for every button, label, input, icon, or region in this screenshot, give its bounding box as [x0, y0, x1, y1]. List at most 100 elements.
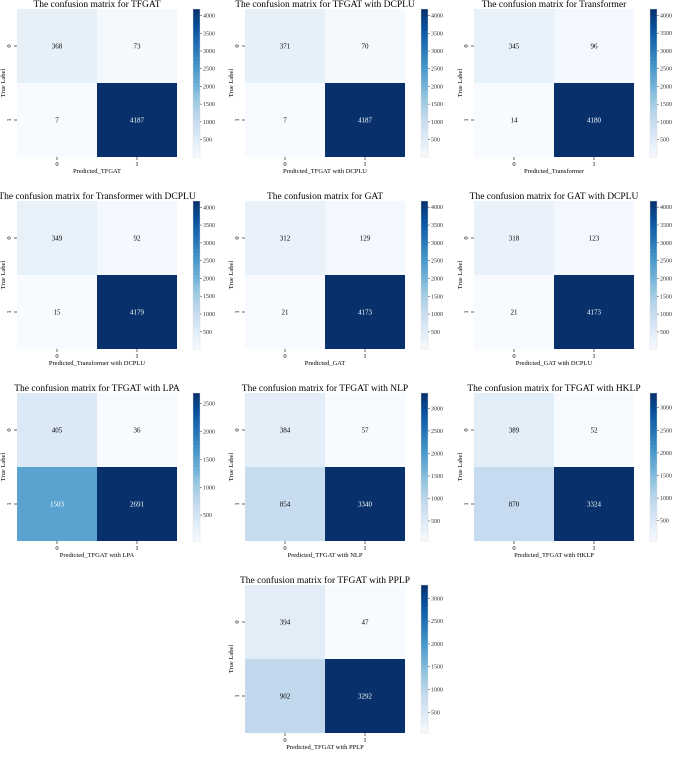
colorbar-segment — [421, 633, 428, 638]
colorbar-segment — [650, 42, 657, 47]
colorbar-segment — [193, 116, 200, 121]
colorbar-segment — [193, 23, 200, 28]
y-tick-label: 0 — [234, 44, 241, 47]
colorbar-segment — [193, 208, 200, 213]
colorbar-segment — [421, 655, 428, 660]
colorbar-segment — [650, 252, 657, 257]
colorbar-segment — [421, 226, 428, 231]
x-tick-label: 1 — [135, 353, 138, 360]
colorbar-tick-label: 3000 — [431, 406, 443, 412]
colorbar-segment — [421, 467, 428, 471]
y-axis-label: True Label — [0, 261, 7, 290]
y-tick-label: 1 — [463, 502, 470, 505]
colorbar-tick-label: 2500 — [431, 259, 443, 265]
heatmap-cell — [97, 467, 177, 541]
x-tick-label: 1 — [363, 737, 366, 744]
y-axis-label: True Label — [457, 453, 464, 482]
colorbar-tick-label: 2000 — [660, 451, 672, 457]
colorbar-tick-label: 1000 — [203, 312, 215, 318]
colorbar-segment — [650, 404, 657, 409]
cell-value-label: 36 — [134, 427, 142, 435]
colorbar-segment — [421, 692, 428, 697]
colorbar-segment — [193, 90, 200, 95]
colorbar-tick-label: 3000 — [203, 49, 215, 55]
cell-value-label: 7 — [283, 117, 287, 125]
cell-value-label: 52 — [591, 427, 599, 435]
confusion-matrix-panel-gat-dcplu: The confusion matrix for GAT with DCPLU 3… — [457, 191, 685, 382]
colorbar-segment — [421, 489, 428, 494]
colorbar-segment — [421, 511, 428, 516]
heatmap-cell — [245, 201, 325, 275]
cell-value-label: 2691 — [130, 501, 145, 509]
colorbar-tick-label: 4000 — [203, 205, 215, 211]
colorbar-segment — [421, 463, 428, 468]
colorbar-tick-label: 3000 — [431, 596, 443, 602]
colorbar-frame — [420, 200, 429, 350]
colorbar-segment — [650, 153, 657, 158]
colorbar-segment — [650, 260, 657, 265]
colorbar-segment — [193, 234, 200, 239]
colorbar-frame — [420, 392, 429, 542]
colorbar-segment — [193, 230, 200, 235]
cell-value-label: 384 — [280, 427, 291, 435]
colorbar-segment — [650, 511, 657, 516]
y-axis-label: True Label — [228, 453, 235, 482]
y-tick-label: 0 — [234, 428, 241, 431]
colorbar-segment — [193, 120, 200, 124]
colorbar-segment — [421, 478, 428, 483]
colorbar-tick-label: 500 — [431, 710, 440, 716]
colorbar-segment — [650, 330, 657, 335]
chart-title: The confusion matrix for Transformer — [482, 0, 627, 10]
colorbar-segment — [421, 481, 428, 486]
colorbar-tick-label: 3000 — [431, 241, 443, 247]
colorbar-segment — [650, 474, 657, 479]
colorbar-segment — [421, 223, 428, 228]
colorbar-segment — [421, 640, 428, 645]
colorbar-tick-label: 3000 — [203, 241, 215, 247]
confusion-matrix-svg: The confusion matrix for Transformer 345 9… — [457, 0, 672, 175]
colorbar-segment — [421, 9, 428, 13]
colorbar-segment — [421, 718, 428, 723]
colorbar-tick-label: 3500 — [660, 223, 672, 229]
colorbar-segment — [421, 315, 428, 320]
cell-value-label: 902 — [280, 693, 291, 701]
colorbar-segment — [650, 326, 657, 331]
colorbar-segment — [650, 204, 657, 209]
colorbar-segment — [650, 448, 657, 453]
colorbar-tick-label: 2000 — [431, 84, 443, 90]
colorbar-tick-label: 500 — [660, 138, 669, 144]
colorbar-segment — [421, 337, 428, 342]
y-tick-label: 1 — [234, 694, 241, 697]
colorbar-segment — [421, 607, 428, 612]
colorbar-segment — [193, 511, 200, 516]
colorbar-segment — [650, 345, 657, 350]
colorbar-segment — [650, 46, 657, 50]
colorbar-segment — [650, 319, 657, 324]
colorbar-segment — [193, 219, 200, 224]
colorbar-segment — [421, 263, 428, 268]
colorbar-segment — [421, 138, 428, 143]
colorbar-segment — [650, 507, 657, 512]
colorbar-tick-label: 3500 — [431, 31, 443, 37]
colorbar-segment — [193, 64, 200, 69]
colorbar-segment — [193, 319, 200, 324]
colorbar-segment — [193, 238, 200, 242]
colorbar-segment — [421, 396, 428, 401]
colorbar-segment — [421, 75, 428, 80]
colorbar-segment — [421, 149, 428, 154]
colorbar-segment — [193, 418, 200, 423]
colorbar-segment — [421, 651, 428, 656]
chart-title: The confusion matrix for Transformer wit… — [0, 191, 196, 202]
colorbar-segment — [421, 57, 428, 62]
colorbar-segment — [193, 312, 200, 316]
colorbar-segment — [421, 201, 428, 205]
colorbar-segment — [650, 537, 657, 542]
colorbar-segment — [193, 504, 200, 508]
colorbar-segment — [193, 323, 200, 328]
colorbar-segment — [193, 53, 200, 58]
chart-title: The confusion matrix for TFGAT — [34, 0, 161, 10]
colorbar-segment — [421, 71, 428, 76]
colorbar-segment — [421, 79, 428, 84]
cell-value-label: 21 — [282, 309, 290, 317]
colorbar-segment — [421, 603, 428, 608]
